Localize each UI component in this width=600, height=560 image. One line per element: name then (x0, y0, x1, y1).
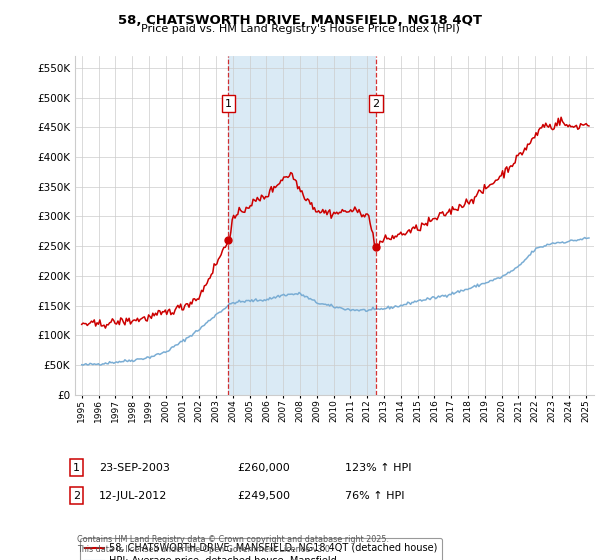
Text: Contains HM Land Registry data © Crown copyright and database right 2025.
This d: Contains HM Land Registry data © Crown c… (77, 535, 389, 554)
Text: 58, CHATSWORTH DRIVE, MANSFIELD, NG18 4QT: 58, CHATSWORTH DRIVE, MANSFIELD, NG18 4Q… (118, 14, 482, 27)
Text: 1: 1 (73, 463, 80, 473)
Legend: 58, CHATSWORTH DRIVE, MANSFIELD, NG18 4QT (detached house), HPI: Average price, : 58, CHATSWORTH DRIVE, MANSFIELD, NG18 4Q… (80, 538, 442, 560)
Bar (229, 56, 376, 395)
Text: 123% ↑ HPI: 123% ↑ HPI (345, 463, 412, 473)
Text: 1: 1 (225, 99, 232, 109)
Text: £260,000: £260,000 (237, 463, 290, 473)
Text: £249,500: £249,500 (237, 491, 290, 501)
Text: 2: 2 (73, 491, 80, 501)
Text: 12-JUL-2012: 12-JUL-2012 (99, 491, 167, 501)
Text: Price paid vs. HM Land Registry's House Price Index (HPI): Price paid vs. HM Land Registry's House … (140, 24, 460, 34)
Text: 23-SEP-2003: 23-SEP-2003 (99, 463, 170, 473)
Text: 76% ↑ HPI: 76% ↑ HPI (345, 491, 404, 501)
Text: 2: 2 (373, 99, 380, 109)
